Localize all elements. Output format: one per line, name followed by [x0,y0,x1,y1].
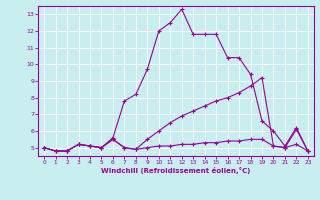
X-axis label: Windchill (Refroidissement éolien,°C): Windchill (Refroidissement éolien,°C) [101,167,251,174]
